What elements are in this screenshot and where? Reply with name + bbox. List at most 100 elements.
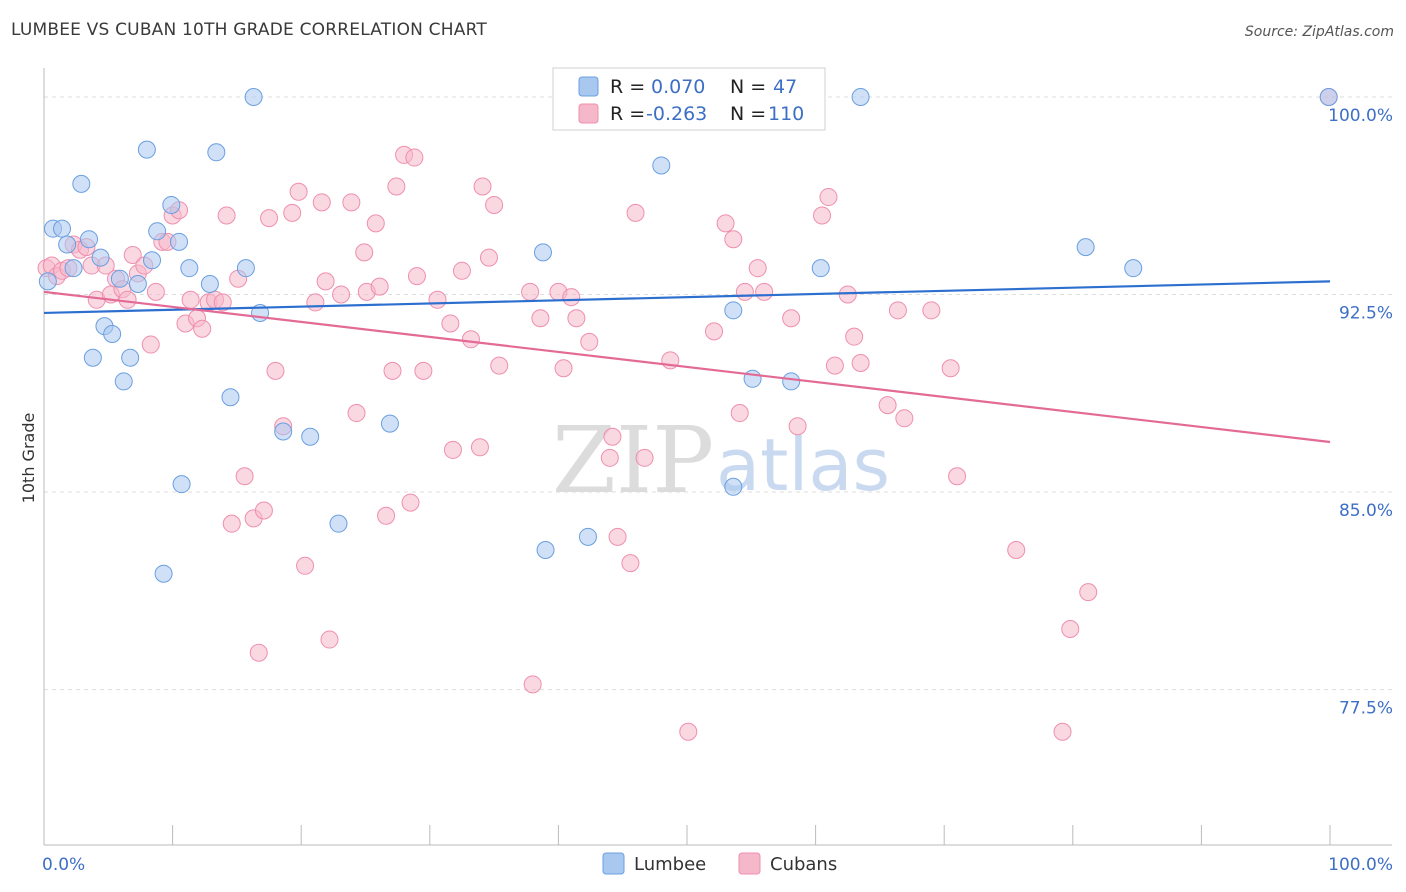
lumbee-point [207, 143, 226, 162]
cubans-point [888, 301, 907, 320]
cubans-point [523, 675, 542, 694]
cubans-point [428, 290, 447, 309]
lumbee-point [162, 195, 181, 214]
lumbee-point [1124, 259, 1143, 278]
cubans-point [217, 206, 236, 225]
cubans-point [254, 501, 273, 520]
cubans-point [490, 356, 509, 375]
cubans-point [782, 309, 801, 328]
cubans-point [366, 214, 385, 233]
legend-r-label-cubans: R = [610, 103, 645, 125]
cubans-point [724, 230, 743, 249]
watermark: ZIP atlas [552, 407, 890, 514]
legend-r-value-lumbee: 0.070 [651, 76, 705, 98]
cubans-point [941, 359, 960, 378]
y-tick-label: 92.5% [1339, 304, 1393, 324]
legend-n-label-lumbee: N = [730, 76, 766, 98]
lumbee-point [724, 477, 743, 496]
lumbee-point [652, 156, 671, 175]
y-axis-title: 10th Grade [19, 413, 38, 504]
lumbee-point [38, 272, 57, 291]
cubans-point [146, 282, 165, 301]
cubans-point [383, 361, 402, 380]
legend-n-value-cubans: 110 [768, 103, 804, 125]
cubans-point [342, 193, 361, 212]
lumbee-point [180, 259, 199, 278]
x-tick-label-min: 0.0% [42, 855, 85, 875]
cubans-point [266, 361, 285, 380]
lumbee-point [110, 269, 129, 288]
cubans-point [213, 293, 232, 312]
cubans-point [387, 177, 406, 196]
cubans-point [788, 417, 807, 436]
y-tick-label: 100.0% [1328, 106, 1393, 126]
cubans-point [735, 282, 754, 301]
cubans-point [1061, 620, 1080, 639]
cubans-point [461, 330, 480, 349]
cubans-point [851, 353, 870, 372]
lumbee-point [53, 219, 72, 238]
cubans-point [626, 203, 645, 222]
lumbee-point [244, 87, 263, 106]
x-tick-labels: 0.0% 100.0% [42, 855, 1393, 875]
cubans-point [600, 448, 619, 467]
cubans-point [878, 396, 897, 415]
lumbee-point [329, 514, 348, 533]
lumbee-point [114, 372, 133, 391]
cubans-point [249, 643, 268, 662]
cubans-point [679, 722, 698, 741]
lumbee-point [1319, 87, 1338, 106]
lumbee-trend-line [43, 280, 1331, 315]
cubans-point [580, 332, 599, 351]
legend-swatch-cubans [578, 103, 599, 124]
cubans-point [235, 467, 254, 486]
grid-lines [44, 96, 1392, 691]
cubans-point [181, 290, 200, 309]
bottom-legend-swatch-lumbee [602, 852, 625, 875]
cubans-point [554, 359, 573, 378]
cubans-point [922, 301, 941, 320]
cubans-point [316, 272, 335, 291]
lumbee-point [80, 230, 99, 249]
cubans-point [948, 467, 967, 486]
bottom-legend-swatch-cubans [738, 852, 761, 875]
lumbee-point [301, 427, 320, 446]
cubans-point [123, 246, 142, 265]
cubans-point [819, 188, 838, 207]
bottom-legend-label-cubans: Cubans [770, 854, 837, 875]
axes [43, 68, 1392, 846]
trend-lines [43, 280, 1331, 444]
watermark-zip: ZIP [552, 407, 714, 514]
lumbee-point [851, 87, 870, 106]
cubans-point [332, 285, 351, 304]
cubans-point [312, 193, 331, 212]
lumbee-point [103, 325, 122, 344]
cubans-point [296, 556, 315, 575]
cubans-point [347, 404, 366, 423]
cubans-point [716, 214, 735, 233]
cubans-point [470, 438, 489, 457]
cubans-point [405, 148, 424, 167]
cubans-point [1053, 722, 1072, 741]
cubans-point [755, 282, 774, 301]
cubans-point [370, 277, 389, 296]
x-tick-label-max: 100.0% [1328, 855, 1393, 875]
cubans-point [473, 177, 492, 196]
cubans-point [567, 309, 586, 328]
legend-swatch-lumbee [578, 76, 599, 97]
cubans-point [838, 285, 857, 304]
cubans-point [813, 206, 832, 225]
cubans-point [401, 493, 420, 512]
cubans-trend-line [43, 290, 1331, 444]
lumbee-point [236, 259, 255, 278]
cubans-point [562, 288, 581, 307]
y-tick-label: 85.0% [1339, 501, 1393, 521]
cubans-point [705, 322, 724, 341]
lumbee-point [274, 422, 293, 441]
lumbee-point [154, 564, 173, 583]
cubans-point [407, 267, 426, 286]
lumbee-point [72, 174, 91, 193]
cubans-point [895, 409, 914, 428]
cubans-point [485, 195, 504, 214]
cubans-point [377, 506, 396, 525]
